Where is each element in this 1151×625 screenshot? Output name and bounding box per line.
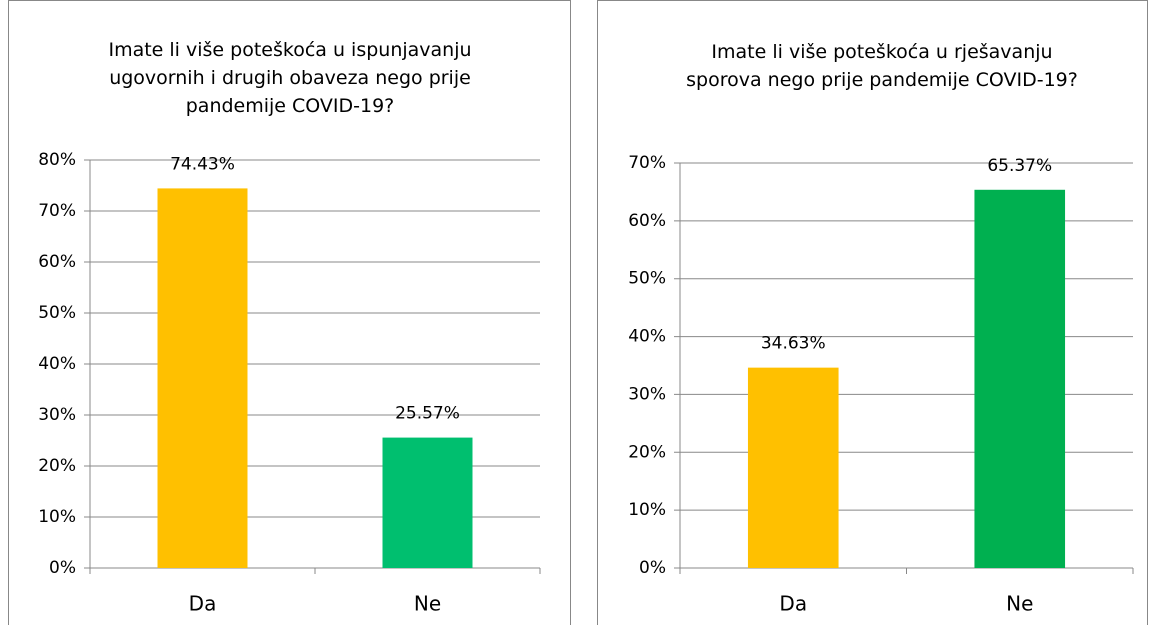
x-tick-label: Da xyxy=(189,592,217,616)
value-label: 34.63% xyxy=(761,334,826,354)
y-tick-label: 10% xyxy=(38,507,76,527)
value-label: 65.37% xyxy=(987,156,1052,176)
bar xyxy=(747,367,839,568)
y-tick-label: 0% xyxy=(49,558,76,578)
y-tick-label: 40% xyxy=(38,354,76,374)
x-tick-label: Da xyxy=(779,592,807,616)
y-tick-label: 40% xyxy=(628,327,666,347)
y-tick-label: 70% xyxy=(628,153,666,173)
y-tick-label: 60% xyxy=(628,211,666,231)
y-tick-label: 50% xyxy=(38,303,76,323)
bar xyxy=(974,189,1066,569)
y-tick-label: 50% xyxy=(628,269,666,289)
panel-border xyxy=(8,0,571,625)
bar xyxy=(382,437,473,568)
chart-title: Imate li više poteškoća u ispunjavanju u… xyxy=(108,39,472,117)
chart-title: Imate li više poteškoća u rješavanju spo… xyxy=(686,41,1078,91)
y-tick-label: 20% xyxy=(38,456,76,476)
panel-border xyxy=(597,0,1148,625)
y-tick-label: 70% xyxy=(38,201,76,221)
y-tick-label: 10% xyxy=(628,500,666,520)
y-tick-label: 20% xyxy=(628,442,666,462)
y-tick-label: 30% xyxy=(38,405,76,425)
value-label: 25.57% xyxy=(395,404,460,424)
y-tick-label: 0% xyxy=(639,558,666,578)
x-tick-label: Ne xyxy=(1006,592,1033,616)
y-tick-label: 30% xyxy=(628,384,666,404)
x-tick-label: Ne xyxy=(414,592,441,616)
y-tick-label: 60% xyxy=(38,252,76,272)
value-label: 74.43% xyxy=(170,154,235,174)
bar xyxy=(157,188,248,569)
y-tick-label: 80% xyxy=(38,150,76,170)
